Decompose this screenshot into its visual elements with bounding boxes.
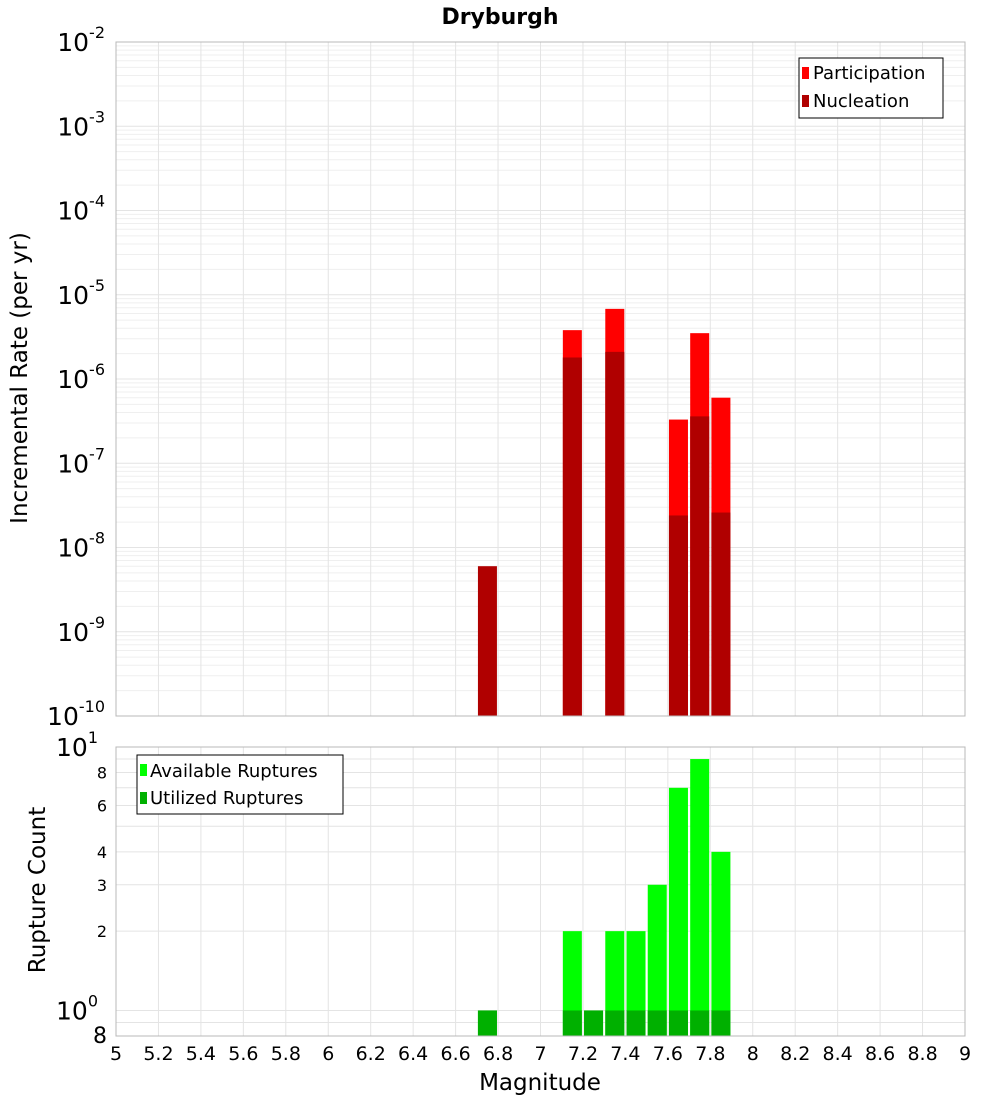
x-tick-label: 5	[110, 1043, 122, 1065]
utilized-swatch	[140, 792, 147, 804]
x-tick-label: 7.4	[610, 1043, 640, 1065]
available-ruptures-bar	[647, 884, 667, 1036]
top-y-tick-label: 10-7	[57, 444, 105, 478]
available-ruptures-bar	[668, 787, 688, 1036]
available-ruptures-bar	[562, 931, 582, 1036]
x-tick-label: 7.6	[653, 1043, 683, 1065]
utilized-ruptures-bar	[711, 1010, 731, 1036]
top-plot-frame	[115, 41, 966, 717]
bottom-y-minor-tick-label: 2	[97, 922, 107, 941]
utilized-ruptures-bar	[605, 1010, 625, 1036]
x-tick-label: 8	[747, 1043, 759, 1065]
utilized-ruptures-bar	[668, 1010, 688, 1036]
x-tick-label: 5.8	[271, 1043, 301, 1065]
top-y-tick-label: 10-3	[57, 107, 105, 141]
x-tick-label: 6	[322, 1043, 334, 1065]
x-tick-label: 6.6	[440, 1043, 470, 1065]
x-tick-label: 8.8	[907, 1043, 937, 1065]
top-bars	[477, 308, 731, 716]
x-tick-label: 5.4	[186, 1043, 216, 1065]
nucleation-bar	[690, 416, 710, 716]
available-ruptures-bar	[626, 931, 646, 1036]
bottom-legend: Available Ruptures Utilized Ruptures	[136, 754, 344, 815]
bottom-y-axis-label: Rupture Count	[25, 807, 51, 973]
nucleation-bar	[605, 351, 625, 716]
utilized-ruptures-bar	[477, 1010, 497, 1036]
top-grid	[115, 41, 966, 717]
top-legend: Participation Nucleation	[798, 57, 944, 119]
bottom-legend-box	[136, 754, 344, 815]
bottom-y-min-label: 8	[93, 1024, 107, 1049]
bottom-y-minor-tick-label: 6	[97, 796, 107, 815]
utilized-legend-label: Utilized Ruptures	[150, 788, 303, 809]
x-tick-label: 8.4	[823, 1043, 853, 1065]
nucleation-bar	[477, 566, 497, 716]
bottom-y-minor-tick-label: 3	[97, 876, 107, 895]
top-y-tick-label: 10-2	[57, 23, 105, 57]
nucleation-bar	[562, 357, 582, 716]
x-tick-label: 7.2	[568, 1043, 598, 1065]
bottom-y-minor-tick-label: 8	[97, 764, 107, 783]
utilized-ruptures-bar	[562, 1010, 582, 1036]
top-legend-box	[798, 57, 944, 119]
x-tick-label: 8.2	[780, 1043, 810, 1065]
x-tick-label: 9	[959, 1043, 971, 1065]
participation-legend-label: Participation	[813, 63, 925, 84]
x-tick-label: 5.6	[228, 1043, 258, 1065]
nucleation-bar	[668, 515, 688, 716]
x-tick-label: 6.2	[356, 1043, 386, 1065]
utilized-ruptures-bar	[690, 1010, 710, 1036]
available-ruptures-bar	[711, 851, 731, 1036]
nucleation-legend-label: Nucleation	[813, 91, 909, 112]
top-y-tick-label: 10-8	[57, 529, 105, 563]
top-y-tick-label: 10-5	[57, 276, 105, 310]
utilized-ruptures-bar	[647, 1010, 667, 1036]
available-ruptures-bar	[690, 759, 710, 1036]
available-swatch	[140, 764, 147, 776]
top-y-ticks: 10-2 10-3 10-4 10-5 10-6 10-7 10-8 10-9 10-10	[47, 23, 105, 731]
available-legend-label: Available Ruptures	[150, 761, 318, 782]
nucleation-bar	[711, 512, 731, 716]
top-y-tick-label: 10-9	[57, 613, 105, 647]
participation-swatch	[802, 67, 809, 79]
utilized-ruptures-bar	[626, 1010, 646, 1036]
x-tick-label: 6.8	[483, 1043, 513, 1065]
bottom-y-major-tick-label: 100	[56, 991, 98, 1025]
x-ticks: 5 5.2 5.4 5.6 5.8 6 6.2 6.4 6.6 6.8 7 7.2 7.4 7.6 7.8 8…	[110, 1043, 971, 1065]
top-y-tick-label: 10-4	[57, 192, 105, 226]
chart-title: Dryburgh	[441, 5, 558, 30]
bottom-plot-frame	[115, 746, 966, 1037]
bottom-y-major-tick-label: 101	[56, 728, 98, 762]
x-tick-label: 5.2	[143, 1043, 173, 1065]
top-y-axis-label: Incremental Rate (per yr)	[7, 232, 33, 524]
top-y-tick-label: 10-10	[47, 697, 105, 731]
bottom-y-minor-tick-label: 4	[97, 843, 107, 862]
utilized-ruptures-bar	[584, 1010, 604, 1036]
x-tick-label: 6.4	[398, 1043, 428, 1065]
available-ruptures-bar	[605, 931, 625, 1036]
top-y-tick-label: 10-6	[57, 360, 105, 394]
x-axis-label: Magnitude	[479, 1070, 601, 1096]
x-tick-label: 7.8	[695, 1043, 725, 1065]
x-tick-label: 8.6	[865, 1043, 895, 1065]
bottom-bars	[477, 759, 731, 1036]
x-tick-label: 7	[534, 1043, 546, 1065]
nucleation-swatch	[802, 95, 809, 107]
